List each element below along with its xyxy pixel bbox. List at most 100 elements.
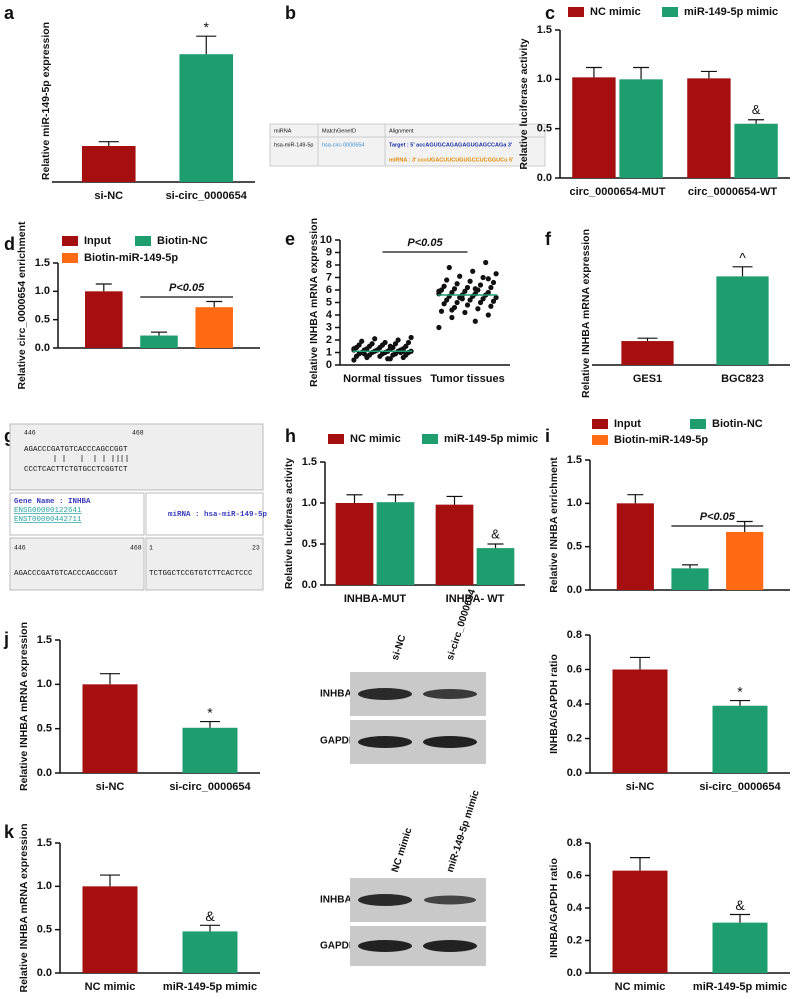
panel-letter: b <box>285 3 296 23</box>
lane-label: miR-149-5p mimic <box>445 789 482 874</box>
y-tick-label: 0.5 <box>537 123 552 135</box>
bar <box>671 568 709 590</box>
gene-id: ENSG00000122641 <box>14 507 82 515</box>
position: 446 <box>14 545 26 552</box>
x-tick-label: circ_0000654-MUT <box>569 186 665 198</box>
bar <box>82 684 138 773</box>
x-tick-label: INHBA- WT <box>446 593 505 605</box>
annotation: * <box>737 683 743 699</box>
annotation: P<0.05 <box>700 511 736 523</box>
y-axis-title: Relative INHBA mRNA expression <box>18 823 30 992</box>
legend-swatch <box>592 435 608 445</box>
point <box>372 336 378 342</box>
cell: hsa-circ-0000654 <box>322 142 365 148</box>
point <box>436 288 442 294</box>
y-tick-label: 0.5 <box>37 723 52 735</box>
y-axis-title: Relative INHBA enrichment <box>548 457 560 593</box>
y-axis-title: Relative INHBA mRNA expression <box>580 229 592 398</box>
band <box>358 688 412 700</box>
legend-label: Biotin-miR-149-5p <box>614 434 708 446</box>
annotation: * <box>204 19 210 35</box>
point <box>488 303 494 309</box>
y-tick-label: 0.0 <box>537 172 552 184</box>
row-label: INHBA <box>320 689 352 700</box>
row-label: INHBA <box>320 895 352 906</box>
y-tick-label: 1 <box>326 346 332 358</box>
point <box>462 288 468 294</box>
point <box>475 306 481 312</box>
y-axis-title: Relative circ_0000654 enrichment <box>16 221 28 390</box>
annotation: & <box>491 526 500 541</box>
bar <box>182 931 238 973</box>
panel-letter: h <box>285 426 296 446</box>
point <box>356 342 362 348</box>
point <box>444 277 450 283</box>
point <box>395 337 401 343</box>
bar <box>712 922 768 973</box>
legend-label: Input <box>614 418 641 430</box>
point <box>493 271 499 277</box>
point <box>472 286 478 292</box>
sequence: AGACCCGATGTCACCCAGCCGGT <box>14 570 118 578</box>
position: 446 <box>24 430 36 437</box>
mirna-name: miRNA : hsa-miR-149-5p <box>168 511 268 519</box>
point <box>493 294 499 301</box>
lane-label: NC mimic <box>390 826 415 874</box>
band <box>358 940 412 952</box>
legend-label: miR-149-5p mimic <box>684 6 778 18</box>
bar <box>140 335 178 348</box>
y-tick-label: 3 <box>326 321 332 333</box>
point <box>403 343 409 349</box>
legend-label: NC mimic <box>350 433 401 445</box>
x-tick-label: NC mimic <box>615 981 666 993</box>
y-axis-title: Relative luciferase activity <box>283 458 295 589</box>
seq-box <box>145 537 264 591</box>
legend-swatch <box>662 7 678 17</box>
y-tick-label: 10 <box>320 234 332 246</box>
bar <box>435 504 474 585</box>
bar <box>82 886 138 973</box>
y-tick-label: 0.0 <box>35 342 50 354</box>
annotation: ^ <box>739 249 746 265</box>
point <box>364 353 370 359</box>
legend-label: Biotin-NC <box>157 235 208 247</box>
x-tick-label: miR-149-5p mimic <box>163 981 257 993</box>
y-tick-label: 0.0 <box>567 967 582 979</box>
point <box>382 339 388 346</box>
x-tick-label: Tumor tissues <box>430 373 504 385</box>
x-tick-label: miR-149-5p mimic <box>693 981 787 993</box>
row-label: GAPDH <box>320 736 356 747</box>
sequence: TCTGGCTCCGTGTCTTCACTCCC <box>149 570 253 578</box>
point <box>369 341 375 347</box>
bar <box>616 503 654 590</box>
bar <box>712 705 768 773</box>
bar <box>376 502 415 585</box>
y-axis-title: Relative INHBA mRNA expression <box>308 218 320 387</box>
legend-swatch <box>568 7 584 17</box>
bar <box>572 77 616 178</box>
point <box>459 296 465 302</box>
point <box>464 284 471 291</box>
bar <box>687 78 731 178</box>
legend-label: Input <box>84 235 111 247</box>
bar <box>195 307 233 348</box>
y-axis-title: Relative luciferase activity <box>518 38 530 169</box>
band <box>423 736 477 748</box>
point <box>351 357 357 363</box>
gene-name: Gene Name : INHBA <box>14 498 91 506</box>
bar <box>179 54 234 183</box>
header: MatchGeneID <box>322 128 356 134</box>
bar <box>182 727 238 773</box>
cell: hsa-miR-149-5p <box>274 142 313 148</box>
bar <box>85 291 123 348</box>
bar <box>476 548 515 585</box>
point <box>485 312 491 318</box>
seq-box <box>9 537 145 591</box>
point <box>485 289 491 296</box>
band <box>358 894 412 906</box>
y-tick-label: 0.5 <box>35 314 50 326</box>
header: miRNA <box>274 128 292 134</box>
y-tick-label: 4 <box>326 309 333 321</box>
position: 468 <box>130 545 142 552</box>
